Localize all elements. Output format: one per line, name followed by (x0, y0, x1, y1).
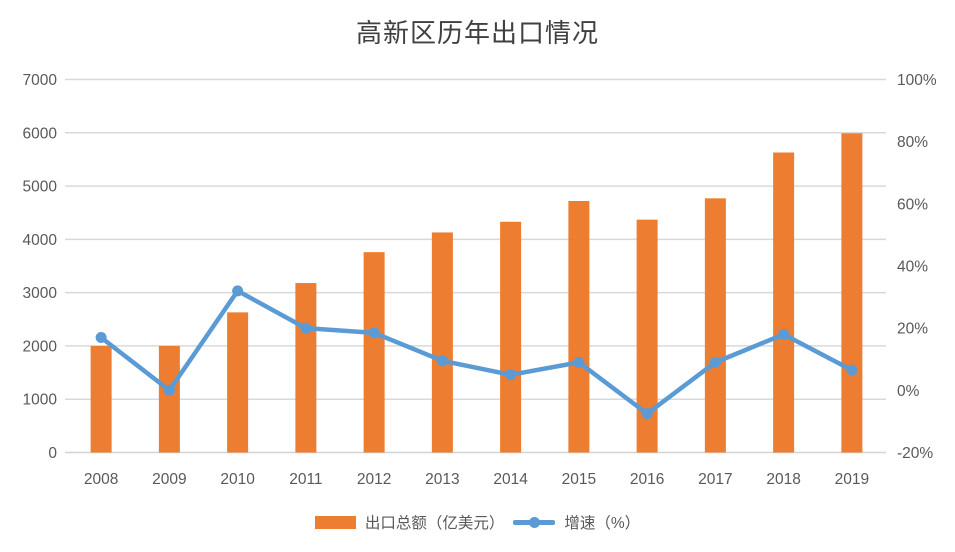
bar-2016 (636, 219, 658, 453)
left-axis-tick-label: 7000 (23, 72, 58, 89)
x-axis-tick-label: 2010 (220, 471, 255, 488)
chart-legend: 出口总额（亿美元） 增速（%） (0, 508, 955, 536)
right-axis-tick-label: 0% (897, 383, 920, 400)
x-axis-tick-label: 2015 (562, 471, 596, 488)
line-point-2011 (300, 322, 312, 334)
legend-label-growth: 增速（%） (564, 515, 641, 532)
x-axis-tick-label: 2018 (766, 471, 800, 488)
line-point-2017 (709, 356, 721, 368)
bar-2018 (773, 152, 795, 453)
line-point-2010 (232, 285, 244, 297)
x-axis-tick-label: 2012 (357, 471, 391, 488)
x-axis-tick-label: 2011 (289, 471, 322, 488)
line-point-2009 (163, 384, 175, 396)
legend-line-marker-icon (528, 516, 540, 528)
bar-2010 (227, 312, 249, 453)
right-axis-tick-label: 80% (897, 134, 928, 151)
left-axis-tick-label: 0 (48, 445, 57, 462)
line-point-2013 (436, 355, 448, 367)
chart-title: 高新区历年出口情况 (355, 19, 599, 49)
bar-2009 (158, 345, 180, 453)
bar-2012 (363, 252, 385, 453)
legend-line-swatch (513, 516, 556, 529)
bar-2019 (841, 133, 863, 453)
bar-2017 (704, 198, 726, 453)
x-axis-tick-label: 2013 (425, 471, 459, 488)
right-axis-tick-label: 100% (897, 72, 937, 89)
bar-2011 (295, 283, 317, 453)
x-axis-tick-label: 2017 (698, 471, 732, 488)
bar-2013 (431, 232, 453, 453)
line-point-2015 (573, 356, 585, 368)
line-point-2016 (641, 408, 653, 420)
chart-plot-area: 0 1000 2000 3000 4000 5000 6000 7000 -20% 0% 20% 40… (23, 72, 937, 488)
right-axis-tick-label: 60% (897, 196, 928, 213)
line-point-2014 (505, 369, 517, 381)
bar-2015 (568, 200, 590, 453)
line-point-2019 (846, 364, 858, 376)
x-axis-tick-label: 2016 (630, 471, 664, 488)
left-axis-tick-label: 6000 (23, 125, 58, 142)
left-axis-tick-label: 5000 (23, 179, 58, 196)
growth-line (98, 288, 855, 416)
x-axis-tick-label: 2014 (493, 471, 528, 488)
x-axis-tick-label: 2019 (835, 471, 869, 488)
right-axis-tick-label: 20% (897, 321, 928, 338)
line-point-2008 (95, 331, 107, 343)
line-point-2018 (778, 328, 790, 340)
bar-2008 (90, 345, 112, 453)
line-point-2012 (368, 327, 380, 339)
legend-bar-swatch (314, 515, 356, 529)
left-axis-tick-label: 2000 (23, 338, 58, 355)
right-axis-tick-label: -20% (897, 445, 933, 462)
left-axis-tick-label: 4000 (23, 232, 58, 249)
left-axis-tick-label: 1000 (23, 392, 58, 409)
legend-label-exports: 出口总额（亿美元） (364, 515, 505, 532)
left-axis-tick-label: 3000 (23, 285, 58, 302)
right-axis-tick-label: 40% (897, 259, 928, 276)
x-axis-tick-label: 2008 (84, 471, 118, 488)
bar-2014 (500, 221, 522, 453)
x-axis-tick-label: 2009 (152, 471, 186, 488)
